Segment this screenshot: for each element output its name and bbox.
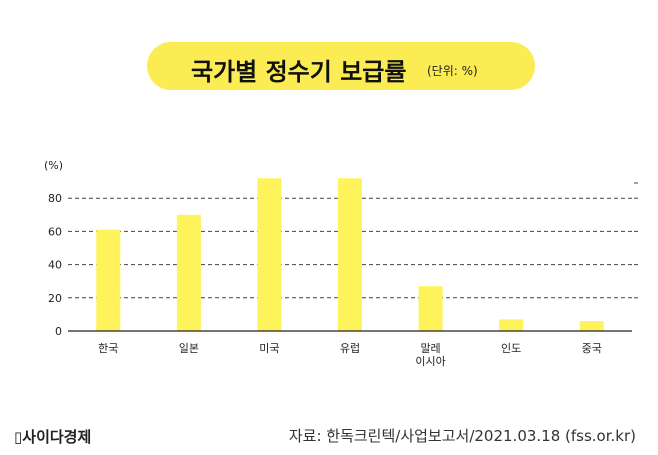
chart-title: 국가별 정수기 보급률 bbox=[191, 58, 407, 86]
y-tick-label-20: 20 bbox=[48, 292, 62, 305]
title-pill: 국가별 정수기 보급률 (단위: %) bbox=[147, 42, 535, 90]
bar-3 bbox=[338, 178, 362, 331]
bar-6 bbox=[579, 321, 604, 331]
x-tick-label-1: 일본 bbox=[179, 341, 199, 355]
bar-1 bbox=[176, 214, 201, 331]
bar-chart: (%) 0 20 40 60 80 한국 일본 미국 유럽 말레 이시아 인도 중국 bbox=[44, 159, 638, 368]
chart-unit: (단위: %) bbox=[427, 64, 478, 78]
brand-name: 사이다경제 bbox=[22, 428, 92, 446]
x-tick-label-4: 말레 이시아 bbox=[415, 342, 445, 368]
bar-5 bbox=[499, 319, 524, 331]
y-tick-label-40: 40 bbox=[48, 259, 62, 272]
y-tick-label-80: 80 bbox=[48, 192, 62, 205]
x-tick-label-2: 미국 bbox=[259, 342, 279, 355]
y-tick-label-0: 0 bbox=[55, 325, 62, 338]
y-axis-label: (%) bbox=[44, 159, 63, 172]
brand-logo: ▯사이다경제 bbox=[14, 426, 91, 447]
x-tick-label-5: 인도 bbox=[501, 342, 521, 355]
bar-0 bbox=[96, 229, 121, 331]
x-tick-label-3: 유럽 bbox=[340, 341, 360, 355]
bar-2 bbox=[257, 178, 282, 331]
source-note: 자료: 한독크린텍/사업보고서/2021.03.18 (fss.or.kr) bbox=[288, 427, 636, 445]
bar-4 bbox=[418, 286, 443, 331]
cup-icon: ▯ bbox=[14, 428, 23, 446]
y-tick-label-60: 60 bbox=[48, 225, 62, 238]
x-tick-label-0: 한국 bbox=[98, 342, 118, 355]
x-tick-label-6: 중국 bbox=[582, 342, 602, 355]
